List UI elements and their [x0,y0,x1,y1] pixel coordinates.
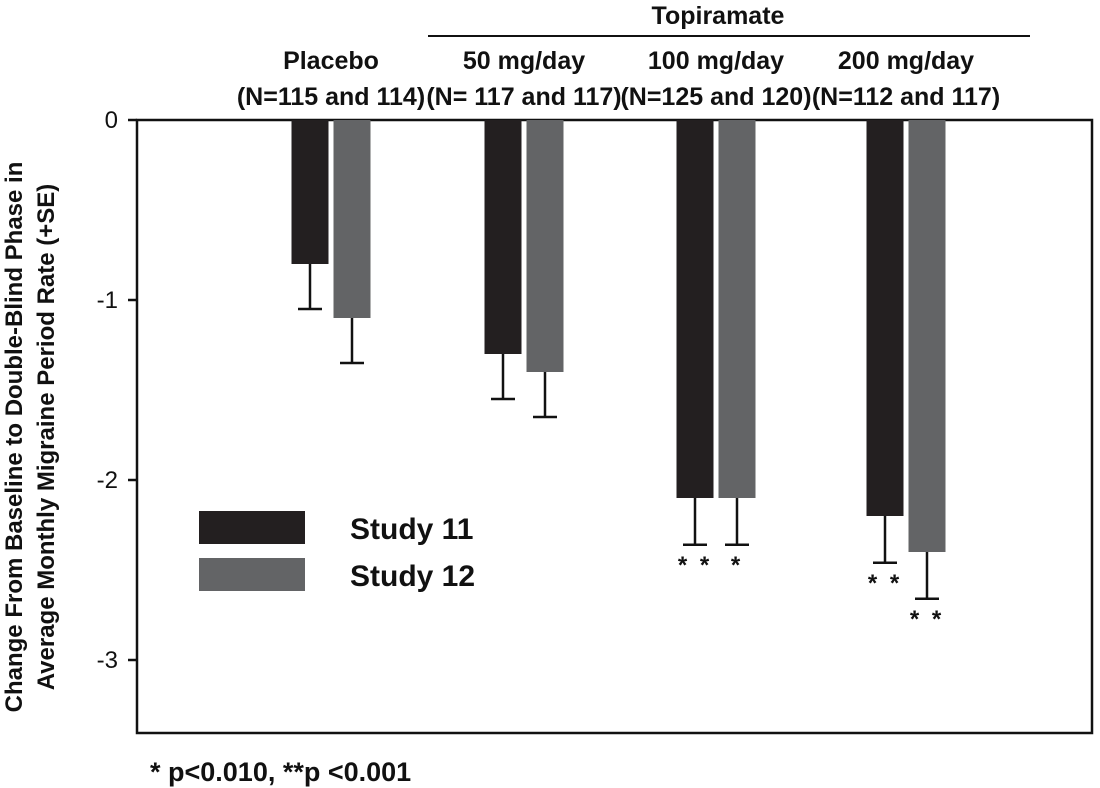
bar-study-12 [718,120,756,498]
axes: 0 -1 -2 -3 [97,107,1094,735]
legend-swatch [199,558,305,591]
bar-study-12 [333,120,371,318]
bars: * * * * * * * [291,120,946,633]
y-tick-label: -1 [97,287,118,314]
category-n-label: (N=112 and 117) [812,83,1000,111]
bar-study-12 [908,120,946,552]
category-n-label: (N=125 and 120) [620,83,811,111]
y-tick-label: 0 [105,107,118,134]
legend: Study 11 Study 12 [199,511,475,593]
y-tick-label: -3 [97,647,118,674]
category-n-label: (N=115 and 114) [237,83,425,111]
category-n-label: (N= 117 and 117) [426,83,621,111]
legend-label: Study 11 [350,513,473,546]
category-label: 100 mg/day [648,47,784,75]
significance-marker: * * [678,552,712,579]
category-label: Placebo [283,47,379,75]
bar-study-11 [866,120,904,516]
bar-study-11 [484,120,522,354]
y-axis-label-line: Average Monthly Migraine Period Rate (+S… [33,184,60,691]
y-tick-label: -2 [97,467,118,494]
bar-study-12 [526,120,564,372]
footnote: * p<0.010, **p <0.001 [150,757,411,787]
topiramate-header: Topiramate [652,2,785,30]
category-headers: Topiramate Placebo (N=115 and 114) 50 mg/da… [237,2,1030,111]
y-axis-label-line: Change From Baseline to Double-Blind Pha… [1,162,28,713]
y-axis-label: Change From Baseline to Double-Blind Pha… [1,162,60,713]
category-label: 200 mg/day [838,47,974,75]
plot-frame [135,118,1094,735]
bar-study-11 [676,120,714,498]
significance-marker: * * [910,606,944,633]
category-label: 50 mg/day [463,47,585,75]
legend-swatch [199,511,305,544]
legend-label: Study 12 [350,560,475,593]
bar-study-11 [291,120,329,264]
significance-marker: * * [868,570,902,597]
significance-marker: * [731,552,743,579]
